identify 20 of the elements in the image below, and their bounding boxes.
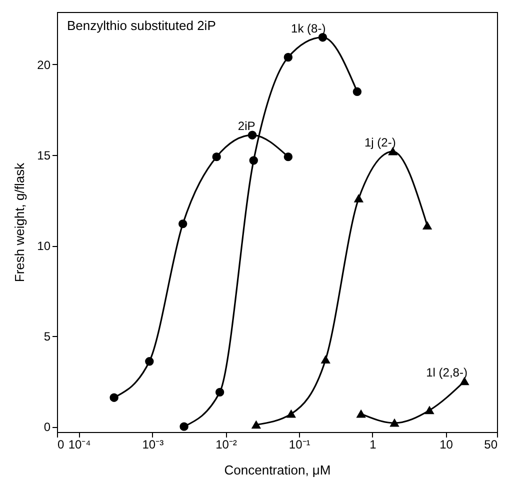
x-tick-label: 10⁻¹	[288, 438, 310, 452]
x-tick-label: 0	[58, 438, 64, 452]
y-axis-title: Fresh weight, g/flask	[12, 162, 28, 282]
x-tick-label: 10	[440, 438, 454, 452]
series-label: 1l (2,8-)	[426, 365, 468, 380]
x-tick-label: 10⁻³	[142, 438, 164, 452]
x-tick-label: 50	[484, 438, 498, 452]
series-label: 1k (8-)	[291, 21, 326, 36]
series-label: 2iP	[238, 119, 256, 134]
y-tick-label: 20	[37, 58, 51, 72]
y-tick-label: 5	[44, 330, 51, 344]
y-tick-label: 0	[44, 420, 51, 434]
y-tick-label: 10	[37, 239, 51, 254]
series-label: 1j (2-)	[364, 135, 396, 150]
x-axis-title: Concentration, μM	[224, 462, 331, 478]
x-tick-label: 10⁻²	[216, 438, 237, 452]
x-tick-label: 10⁻⁴	[68, 438, 91, 452]
annotation: Benzylthio substituted 2iP	[67, 18, 216, 33]
y-tick-label: 15	[37, 148, 51, 163]
x-tick-label: 1	[370, 438, 377, 452]
